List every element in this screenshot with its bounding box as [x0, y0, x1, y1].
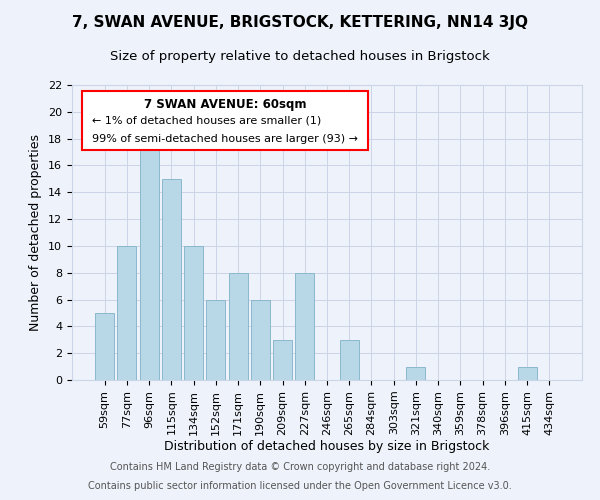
Bar	[206, 300, 225, 380]
Text: ← 1% of detached houses are smaller (1): ← 1% of detached houses are smaller (1)	[92, 116, 322, 126]
Text: 99% of semi-detached houses are larger (93) →: 99% of semi-detached houses are larger (…	[92, 134, 358, 143]
Bar	[295, 272, 314, 380]
Bar	[340, 340, 359, 380]
Text: 7 SWAN AVENUE: 60sqm: 7 SWAN AVENUE: 60sqm	[144, 98, 306, 112]
Bar	[140, 138, 158, 380]
Bar	[273, 340, 292, 380]
Bar	[95, 313, 114, 380]
Text: Contains HM Land Registry data © Crown copyright and database right 2024.: Contains HM Land Registry data © Crown c…	[110, 462, 490, 472]
Text: Contains public sector information licensed under the Open Government Licence v3: Contains public sector information licen…	[88, 481, 512, 491]
Text: 7, SWAN AVENUE, BRIGSTOCK, KETTERING, NN14 3JQ: 7, SWAN AVENUE, BRIGSTOCK, KETTERING, NN…	[72, 15, 528, 30]
Bar	[162, 179, 181, 380]
Bar	[251, 300, 270, 380]
Y-axis label: Number of detached properties: Number of detached properties	[29, 134, 43, 331]
Bar	[184, 246, 203, 380]
Bar	[118, 246, 136, 380]
Bar	[229, 272, 248, 380]
Bar	[406, 366, 425, 380]
FancyBboxPatch shape	[82, 91, 368, 150]
Text: Size of property relative to detached houses in Brigstock: Size of property relative to detached ho…	[110, 50, 490, 63]
Bar	[518, 366, 536, 380]
X-axis label: Distribution of detached houses by size in Brigstock: Distribution of detached houses by size …	[164, 440, 490, 454]
